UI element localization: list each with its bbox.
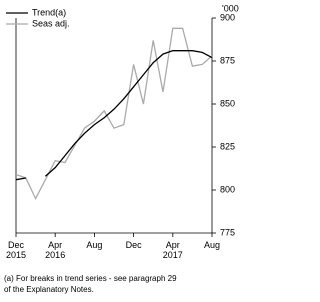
series-line [15, 50, 213, 181]
x-tick-label: Aug [86, 240, 103, 250]
x-tick-label: Aug [203, 240, 220, 250]
y-tick-label: 900 [220, 12, 235, 22]
x-tick-label: Dec [125, 240, 142, 250]
footnote: (a) For breaks in trend series - see par… [4, 274, 177, 283]
y-tick-label: 775 [220, 227, 235, 237]
y-tick-label: 850 [220, 98, 235, 108]
y-tick-label: 825 [220, 141, 235, 151]
y-tick-label: 875 [220, 55, 235, 65]
chart: '000 775 800 825 850 875 900 Trend(a) Seas adj.… [4, 3, 239, 294]
y-tick-label: 800 [220, 184, 235, 194]
legend-label: Seas adj. [32, 18, 70, 28]
footnote: of the Explanatory Notes. [4, 285, 94, 294]
x-tick-label: Dec 2015 [5, 240, 27, 260]
legend-label: Trend(a) [32, 7, 66, 17]
y-unit-label: '000 [222, 3, 239, 13]
chart-svg: '000 775 800 825 850 875 900 Trend(a)Seas adj. [6, 3, 239, 237]
series-line [15, 27, 213, 201]
x-tick-label: Apr 2017 [162, 240, 183, 260]
x-tick-label: Apr 2016 [45, 240, 66, 260]
